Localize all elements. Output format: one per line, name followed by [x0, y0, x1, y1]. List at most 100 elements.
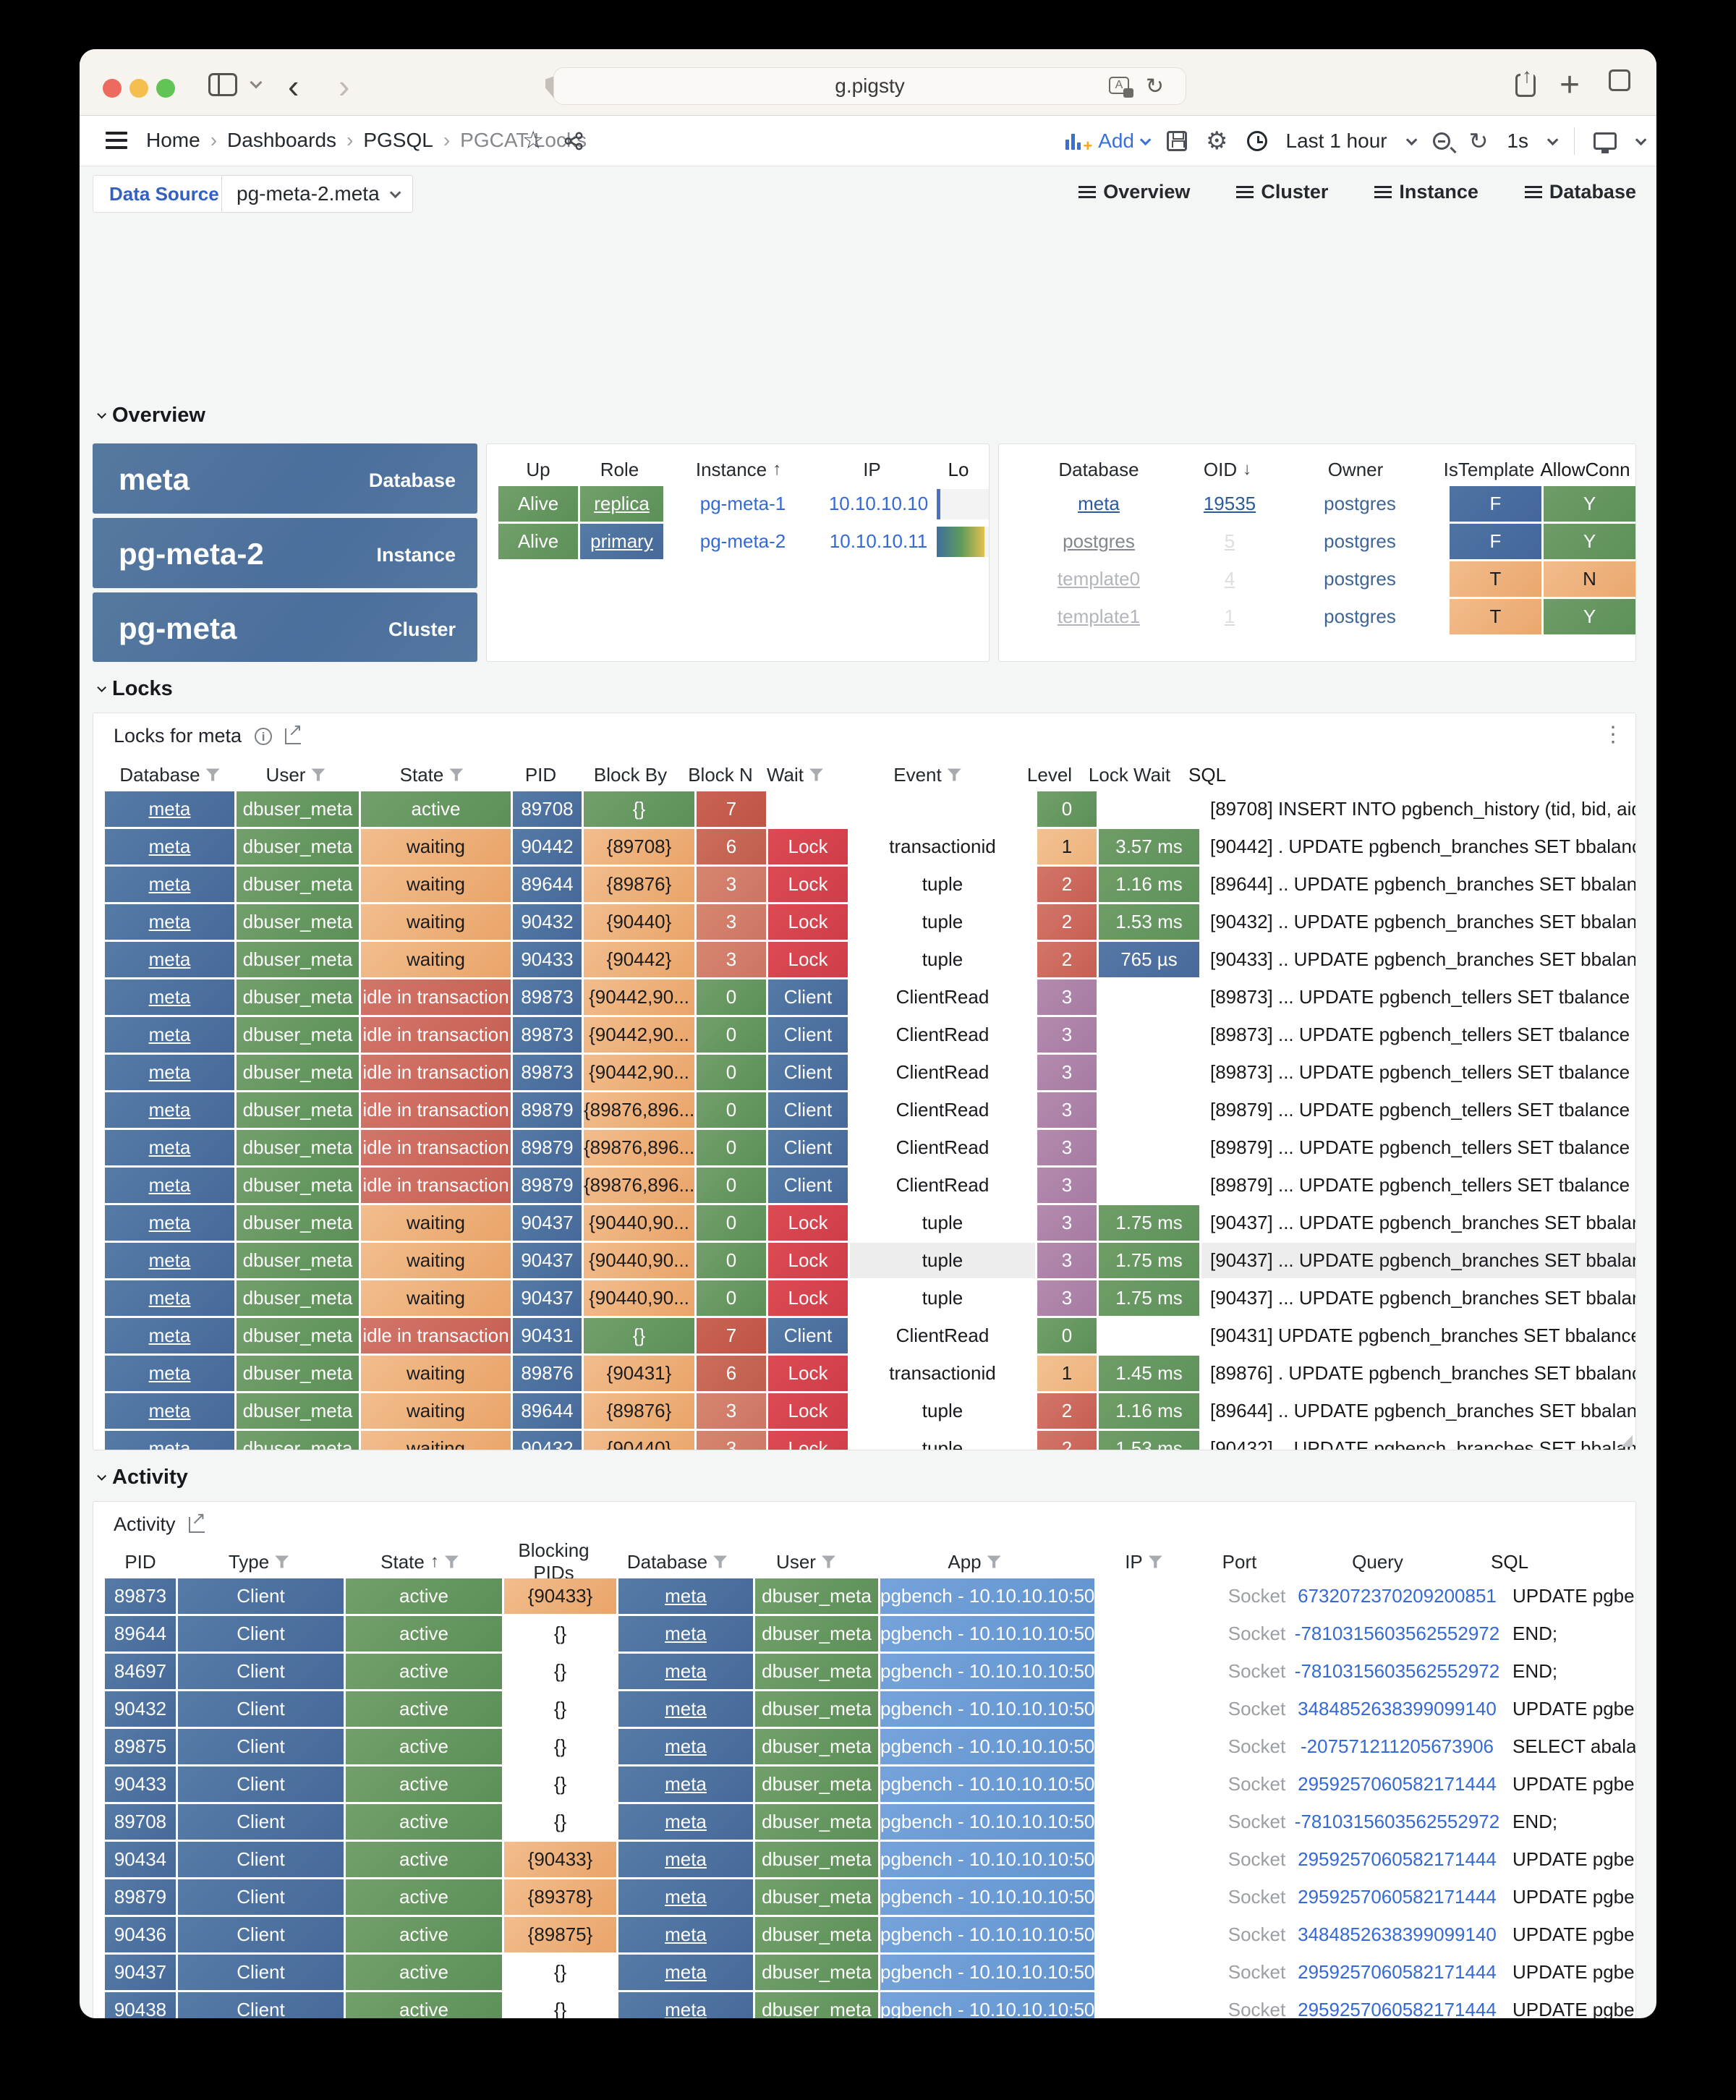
locks-cell-database[interactable]: meta — [105, 1092, 234, 1128]
activity-cell-query[interactable]: -7810315603562552972 — [1294, 1811, 1500, 1832]
locks-header-level[interactable]: Level — [1020, 758, 1079, 791]
refresh-icon[interactable]: ↻ — [1468, 128, 1489, 154]
activity-header-blocking-pids[interactable]: Blocking PIDs — [498, 1539, 610, 1583]
activity-cell-pid[interactable]: 89875 — [105, 1729, 176, 1764]
locks-cell-database[interactable]: meta — [105, 1017, 234, 1053]
activity-cell-database[interactable]: meta — [618, 1729, 753, 1764]
stat-instance[interactable]: pg-meta-2 Instance — [93, 518, 477, 588]
activity-cell-query[interactable]: 2959257060582171444 — [1298, 1886, 1497, 1908]
instance-cell-role[interactable]: primary — [580, 524, 663, 559]
activity-cell-database[interactable]: meta — [618, 1917, 753, 1952]
database-cell-database[interactable]: postgres — [1063, 530, 1135, 552]
refresh-chevron-icon[interactable] — [1546, 134, 1559, 145]
activity-cell-pid[interactable]: 90433 — [105, 1767, 176, 1802]
locks-cell-database[interactable]: meta — [105, 1393, 234, 1429]
locks-cell-wait[interactable]: Client — [768, 1092, 848, 1128]
close-window-button[interactable] — [103, 79, 122, 98]
locks-header-lock-wait[interactable]: Lock Wait — [1079, 758, 1180, 791]
activity-cell-pid[interactable]: 90434 — [105, 1842, 176, 1877]
add-button[interactable]: + Add — [1065, 129, 1152, 154]
instance-cell-ip[interactable]: 10.10.10.10 — [828, 493, 929, 514]
activity-cell-pid[interactable]: 89644 — [105, 1616, 176, 1651]
locks-cell-pid[interactable]: 89879 — [513, 1092, 582, 1128]
locks-cell-level[interactable]: 3 — [1037, 1055, 1097, 1090]
instance-cell-instance[interactable]: pg-meta-1 — [699, 493, 786, 514]
activity-cell-type[interactable]: Client — [178, 1842, 344, 1877]
minimize-window-button[interactable] — [129, 79, 148, 98]
locks-cell-database[interactable]: meta — [105, 904, 234, 940]
stat-database[interactable]: meta Database — [93, 443, 477, 514]
filter-funnel-icon[interactable] — [987, 1555, 1001, 1568]
link-instance[interactable]: Instance — [1374, 181, 1478, 203]
filter-funnel-icon[interactable] — [449, 768, 464, 781]
activity-cell-pid[interactable]: 89879 — [105, 1879, 176, 1915]
locks-cell-database[interactable]: meta — [105, 1280, 234, 1316]
panel-title-text[interactable]: Activity — [114, 1513, 176, 1535]
activity-cell-query[interactable]: -7810315603562552972 — [1294, 1660, 1500, 1682]
filter-funnel-icon[interactable] — [205, 768, 220, 781]
breadcrumb-dashboards[interactable]: Dashboards — [227, 129, 337, 151]
activity-header-database[interactable]: Database — [610, 1545, 744, 1578]
stat-cluster[interactable]: pg-meta Cluster — [93, 592, 477, 662]
favorite-star-icon[interactable]: ☆ — [522, 127, 545, 154]
instance-header-ip[interactable]: IP — [816, 453, 928, 486]
activity-cell-type[interactable]: Client — [178, 1691, 344, 1727]
tab-overview-button[interactable] — [1609, 69, 1630, 91]
locks-cell-level[interactable]: 3 — [1037, 1243, 1097, 1278]
breadcrumb-home[interactable]: Home — [146, 129, 200, 151]
locks-header-block-by[interactable]: Block By — [575, 758, 686, 791]
locks-cell-level[interactable]: 3 — [1037, 1130, 1097, 1165]
locks-header-block-n[interactable]: Block N — [686, 758, 755, 791]
database-cell-database[interactable]: template1 — [1057, 605, 1141, 627]
locks-cell-database[interactable]: meta — [105, 1130, 234, 1165]
locks-cell-level[interactable]: 3 — [1037, 1280, 1097, 1316]
external-link-icon[interactable] — [285, 720, 302, 744]
activity-header-type[interactable]: Type — [176, 1545, 341, 1578]
locks-cell-database[interactable]: meta — [105, 1168, 234, 1203]
locks-cell-level[interactable]: 3 — [1037, 1168, 1097, 1203]
locks-cell-pid[interactable]: 89644 — [513, 867, 582, 902]
filter-funnel-icon[interactable] — [311, 768, 326, 781]
back-button[interactable]: ‹ — [288, 67, 299, 105]
tv-mode-icon[interactable] — [1594, 132, 1617, 153]
filter-funnel-icon[interactable] — [275, 1555, 289, 1568]
new-tab-button[interactable]: + — [1560, 66, 1580, 104]
info-icon[interactable]: i — [255, 727, 273, 745]
instance-header-instance[interactable]: Instance ↑ — [661, 453, 816, 486]
link-cluster[interactable]: Cluster — [1236, 181, 1328, 203]
sidebar-toggle-icon[interactable] — [208, 73, 237, 96]
zoom-window-button[interactable] — [156, 79, 175, 98]
activity-cell-pid[interactable]: 90437 — [105, 1955, 176, 1990]
instance-header-up[interactable]: Up — [498, 453, 578, 486]
locks-cell-database[interactable]: meta — [105, 1205, 234, 1241]
activity-cell-type[interactable]: Client — [178, 1879, 344, 1915]
locks-cell-database[interactable]: meta — [105, 829, 234, 864]
database-header-allowconn[interactable]: AllowConn — [1535, 453, 1635, 486]
activity-cell-database[interactable]: meta — [618, 1879, 753, 1915]
locks-cell-pid[interactable]: 89879 — [513, 1168, 582, 1203]
locks-cell-pid[interactable]: 89873 — [513, 979, 582, 1015]
reload-icon[interactable]: ↻ — [1145, 75, 1164, 98]
instance-cell-ip[interactable]: 10.10.10.11 — [829, 530, 928, 552]
url-text[interactable]: g.pigsty — [835, 75, 905, 97]
locks-cell-wait[interactable]: Client — [768, 979, 848, 1015]
locks-cell-pid[interactable]: 89708 — [513, 791, 582, 827]
address-bar[interactable]: g.pigsty A ↻ — [553, 67, 1186, 105]
locks-cell-database[interactable]: meta — [105, 942, 234, 977]
locks-cell-database[interactable]: meta — [105, 1318, 234, 1353]
activity-cell-type[interactable]: Client — [178, 1729, 344, 1764]
panel-resize-handle[interactable] — [1621, 1435, 1633, 1447]
locks-cell-wait[interactable]: Client — [768, 1017, 848, 1053]
activity-cell-query[interactable]: 2959257060582171444 — [1298, 1961, 1497, 1983]
locks-cell-database[interactable]: meta — [105, 867, 234, 902]
locks-header-user[interactable]: User — [234, 758, 357, 791]
activity-header-sql[interactable]: SQL — [1482, 1545, 1635, 1578]
locks-cell-pid[interactable]: 90437 — [513, 1280, 582, 1316]
locks-cell-pid[interactable]: 90442 — [513, 829, 582, 864]
activity-header-query[interactable]: Query — [1273, 1545, 1482, 1578]
filter-funnel-icon[interactable] — [713, 1555, 728, 1568]
database-header-istemplate[interactable]: IsTemplate — [1443, 453, 1535, 486]
activity-cell-pid[interactable]: 89708 — [105, 1804, 176, 1840]
forward-button[interactable]: › — [339, 67, 350, 105]
breadcrumb-pgsql[interactable]: PGSQL — [363, 129, 433, 151]
